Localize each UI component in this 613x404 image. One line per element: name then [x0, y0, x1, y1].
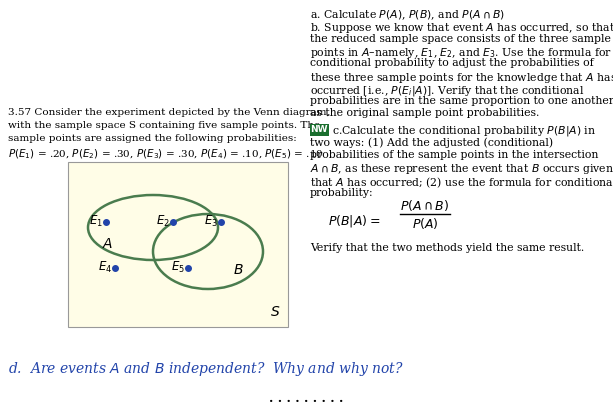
Text: conditional probability to adjust the probabilities of: conditional probability to adjust the pr…	[310, 59, 594, 69]
Text: $E_3$: $E_3$	[204, 214, 218, 229]
Text: occurred [i.e., $P(E_i|A)$]. Verify that the conditional: occurred [i.e., $P(E_i|A)$]. Verify that…	[310, 84, 584, 97]
Text: $E_5$: $E_5$	[171, 260, 185, 275]
Text: $A$: $A$	[102, 238, 113, 252]
Text: 3.57 Consider the experiment depicted by the Venn diagram,: 3.57 Consider the experiment depicted by…	[8, 108, 330, 117]
Text: $E_4$: $E_4$	[98, 260, 112, 275]
Text: $P(A)$: $P(A)$	[411, 216, 438, 231]
Text: probability:: probability:	[310, 187, 374, 198]
Text: $P(B|A) =$: $P(B|A) =$	[328, 213, 380, 229]
Text: c.Calculate the conditional probability $P(B|A)$ in: c.Calculate the conditional probability …	[332, 124, 596, 138]
Text: Verify that the two methods yield the same result.: Verify that the two methods yield the sa…	[310, 243, 584, 253]
Text: $B$: $B$	[233, 263, 243, 276]
Text: NW: NW	[310, 125, 328, 134]
FancyBboxPatch shape	[310, 124, 329, 135]
Text: probabilities of the sample points in the intersection: probabilities of the sample points in th…	[310, 150, 598, 160]
Text: d.  Are events $A$ and $B$ independent?  Why and why not?: d. Are events $A$ and $B$ independent? W…	[8, 360, 404, 378]
Text: two ways: (1) Add the adjusted (conditional): two ways: (1) Add the adjusted (conditio…	[310, 137, 553, 148]
Text: $E_2$: $E_2$	[156, 214, 170, 229]
Text: probabilities are in the same proportion to one another: probabilities are in the same proportion…	[310, 96, 613, 106]
Text: $P(A\cap B)$: $P(A\cap B)$	[400, 198, 450, 213]
Text: that $A$ has occurred; (2) use the formula for conditional: that $A$ has occurred; (2) use the formu…	[310, 175, 613, 189]
FancyBboxPatch shape	[68, 162, 288, 327]
Text: as the original sample point probabilities.: as the original sample point probabiliti…	[310, 109, 539, 118]
Text: the reduced sample space consists of the three sample: the reduced sample space consists of the…	[310, 34, 611, 44]
Text: points in $A$–namely, $E_1$, $E_2$, and $E_3$. Use the formula for: points in $A$–namely, $E_1$, $E_2$, and …	[310, 46, 612, 60]
Text: $E_1$: $E_1$	[89, 214, 103, 229]
Text: sample points are assigned the following probabilities:: sample points are assigned the following…	[8, 134, 297, 143]
Text: b. Suppose we know that event $A$ has occurred, so that: b. Suppose we know that event $A$ has oc…	[310, 21, 613, 35]
Text: with the sample space S containing five sample points. The: with the sample space S containing five …	[8, 121, 320, 130]
Text: these three sample points for the knowledge that $A$ has: these three sample points for the knowle…	[310, 71, 613, 85]
Text: $S$: $S$	[270, 305, 280, 319]
Text: . . . . . . . . .: . . . . . . . . .	[269, 392, 343, 404]
Text: $A\cap B$, as these represent the event that $B$ occurs given: $A\cap B$, as these represent the event …	[310, 162, 613, 177]
Text: a. Calculate $P(A)$, $P(B)$, and $P(A\cap B)$: a. Calculate $P(A)$, $P(B)$, and $P(A\ca…	[310, 8, 505, 21]
Text: $P(E_1)$ = .20, $P(E_2)$ = .30, $P(E_3)$ = .30, $P(E_4)$ = .10, $P(E_5)$ = .10: $P(E_1)$ = .20, $P(E_2)$ = .30, $P(E_3)$…	[8, 147, 324, 161]
